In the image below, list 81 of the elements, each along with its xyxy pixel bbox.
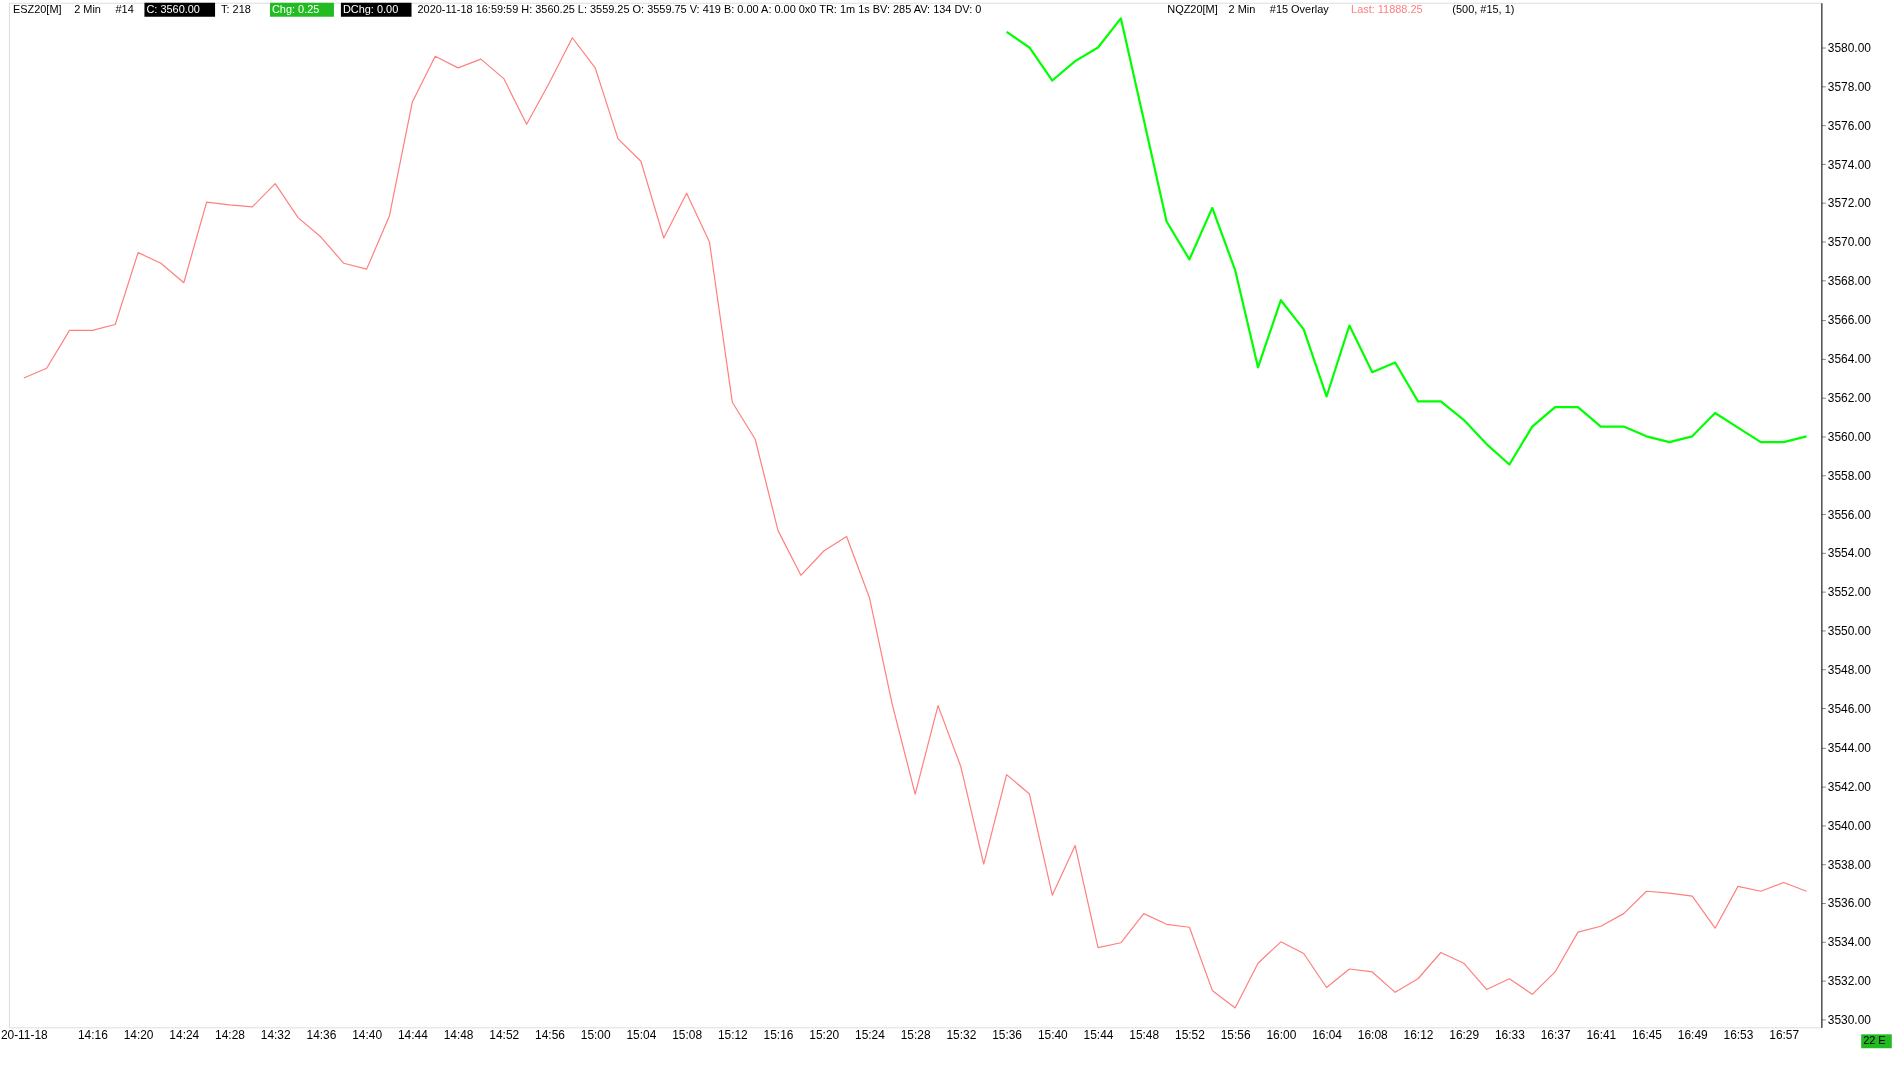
y-tick-label: 3542.00 [1827,779,1872,794]
x-tick-label: 15:16 [763,1027,794,1042]
annotation: C: 3560.00 [146,2,200,15]
y-tick-label: 3576.00 [1827,118,1872,133]
y-tick-label: 3544.00 [1827,740,1872,755]
x-tick-label: 15:04 [626,1027,657,1042]
x-tick-label: 15:20 [809,1027,840,1042]
y-tick-label: 3532.00 [1827,974,1872,989]
y-tick-label: 3538.00 [1827,857,1872,872]
x-tick-label: 16:33 [1494,1027,1526,1042]
x-tick-label: 16:04 [1312,1027,1343,1042]
x-tick-label: 14:20 [123,1027,154,1042]
y-tick-label: 3578.00 [1827,79,1872,94]
annotation: Last: 11888.25 [1351,2,1423,15]
x-tick-label: 14:52 [489,1027,520,1042]
x-tick-label: 14:16 [77,1027,109,1042]
y-tick-label: 3580.00 [1827,40,1872,55]
x-tick-label: 16:49 [1677,1027,1709,1042]
y-tick-label: 3536.00 [1827,896,1872,911]
x-tick-label: 16:53 [1723,1027,1754,1042]
x-tick-label: 15:32 [946,1027,977,1042]
x-tick-label: 15:00 [580,1027,611,1042]
annotation: Chg: 0.25 [271,2,320,15]
y-tick-label: 3550.00 [1827,624,1872,639]
y-tick-label: 3554.00 [1827,546,1872,561]
annotation: (500, #15, 1) [1452,2,1515,15]
y-tick-label: 3566.00 [1827,313,1872,328]
y-tick-label: 3570.00 [1827,235,1872,250]
x-tick-label: 15:44 [1083,1027,1114,1042]
y-tick-label: 3572.00 [1827,196,1872,211]
x-tick-label: 14:40 [352,1027,383,1042]
x-tick-label: 20-11-18 [0,1027,49,1042]
x-tick-label: 15:08 [672,1027,703,1042]
x-tick-label: 14:44 [397,1027,429,1042]
x-tick-label: 15:36 [992,1027,1023,1042]
x-tick-label: 14:28 [215,1027,246,1042]
x-tick-label: 16:29 [1449,1027,1480,1042]
annotation: 2 Min [74,2,101,15]
x-tick-label: 15:52 [1175,1027,1206,1042]
x-tick-label: 16:08 [1357,1027,1389,1042]
x-tick-label: 15:40 [1037,1027,1069,1042]
annotation: 2020-11-18 16:59:59 H: 3560.25 L: 3559.25 O: 3559.75 V: 419 B: 0.00 A: 0.00 0x0 TR: 1m 1s BV: 285 AV: 134 DV: 0 [417,2,982,15]
annotation: #15 Overlay [1269,2,1330,15]
annotation: DChg: 0.00 [342,2,399,15]
x-tick-label: 16:57 [1769,1027,1800,1042]
x-tick-label: 15:56 [1220,1027,1251,1042]
annotation: #14 [115,2,134,15]
y-tick-label: 3568.00 [1827,274,1872,289]
y-tick-label: 3564.00 [1827,352,1872,367]
text: 22 E [1863,1034,1886,1047]
x-tick-label: 14:56 [535,1027,566,1042]
y-tick-label: 3562.00 [1827,390,1872,405]
y-tick-label: 3552.00 [1827,585,1872,600]
x-tick-label: 16:12 [1403,1027,1434,1042]
x-tick-label: 15:24 [855,1027,886,1042]
x-tick-label: 16:41 [1586,1027,1617,1042]
x-tick-label: 16:45 [1632,1027,1663,1042]
y-tick-label: 3530.00 [1827,1013,1872,1028]
annotation: ESZ20[M] [12,2,62,15]
annotation: NQZ20[M] [1167,2,1218,15]
y-tick-label: 3540.00 [1827,818,1872,833]
y-tick-label: 3546.00 [1827,701,1872,716]
x-tick-label: 16:00 [1266,1027,1297,1042]
x-tick-label: 15:12 [717,1027,749,1042]
line-series [1005,17,1808,466]
x-tick-label: 15:28 [900,1027,931,1042]
x-tick-label: 14:36 [306,1027,337,1042]
y-tick-label: 3534.00 [1827,935,1872,950]
x-tick-label: 14:24 [169,1027,200,1042]
y-tick-label: 3560.00 [1827,429,1872,444]
annotation: 2 Min [1228,2,1256,15]
x-tick-label: 16:37 [1540,1027,1571,1042]
y-tick-label: 3548.00 [1827,663,1872,678]
y-tick-label: 3558.00 [1827,468,1872,483]
x-tick-label: 14:48 [443,1027,474,1042]
annotation: T: 218 [221,2,251,15]
x-tick-label: 14:32 [260,1027,291,1042]
y-tick-label: 3574.00 [1827,157,1872,172]
line-series [23,37,1808,1009]
y-tick-label: 3556.00 [1827,507,1872,522]
x-tick-label: 15:48 [1129,1027,1160,1042]
